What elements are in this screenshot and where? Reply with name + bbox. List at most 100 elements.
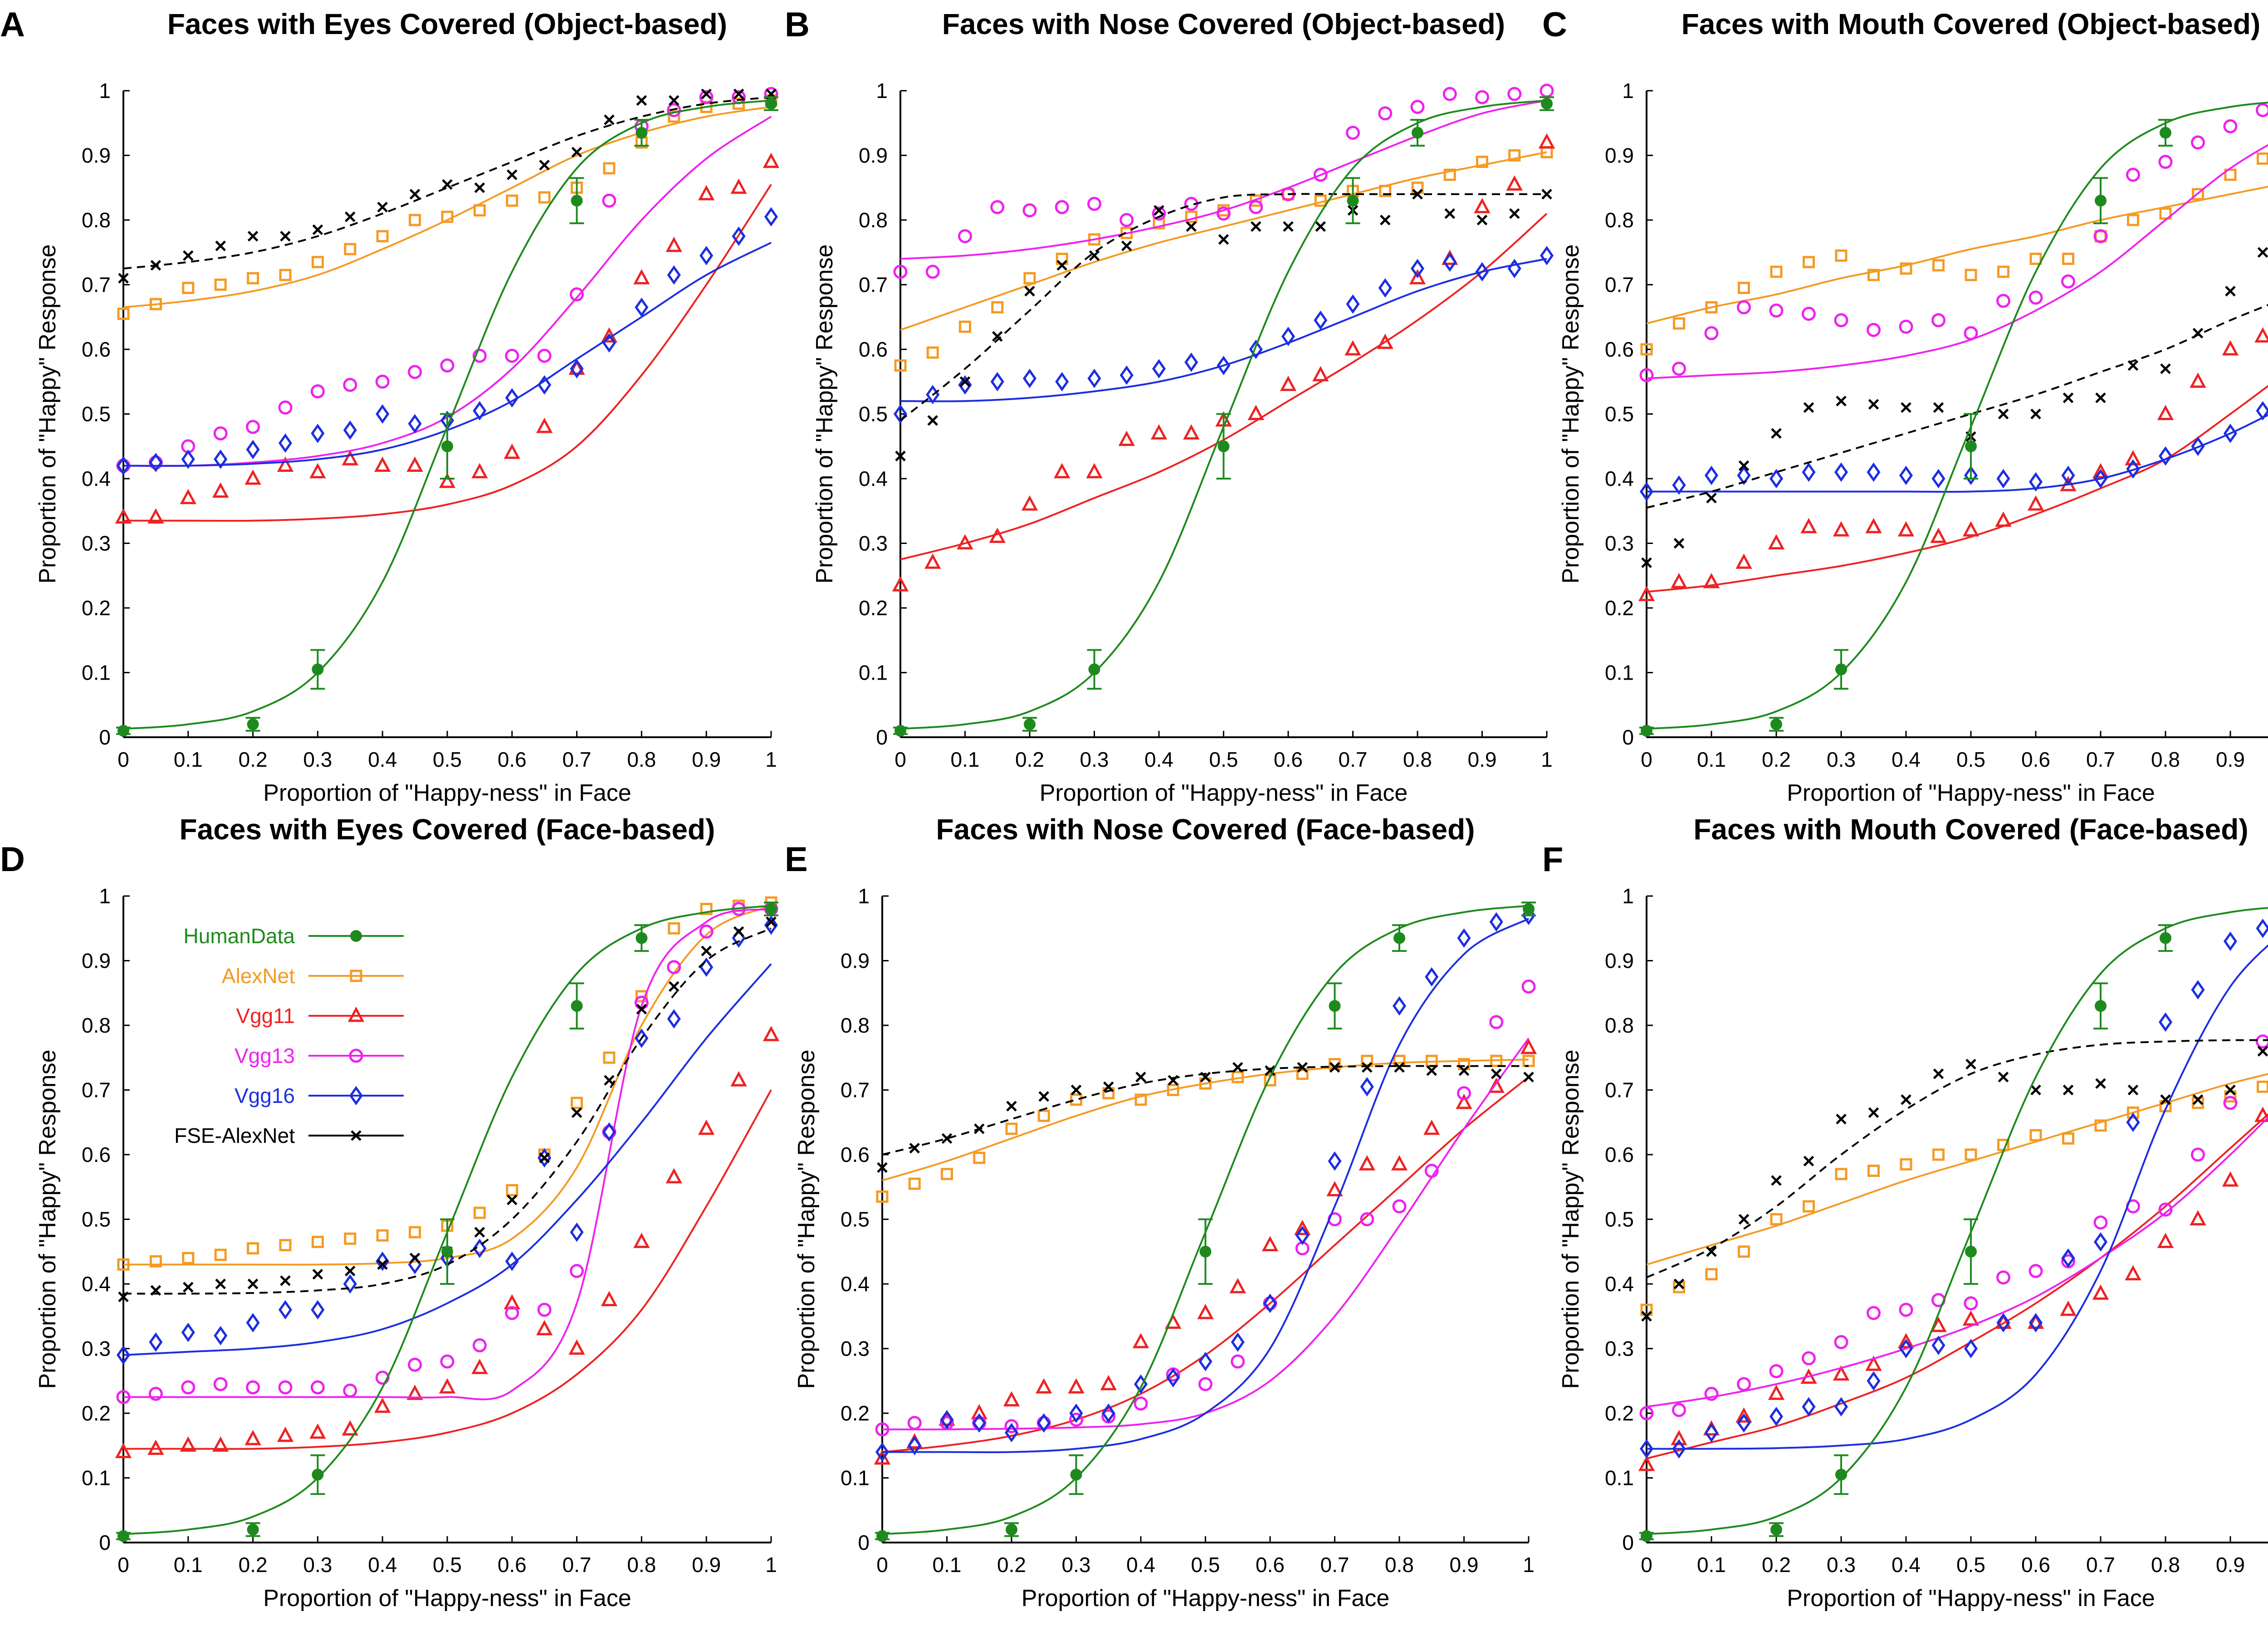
point-vgg11	[1671, 573, 1687, 588]
point-alexnet	[603, 1051, 616, 1064]
point-vgg13	[2223, 1096, 2238, 1110]
point-alexnet	[409, 214, 421, 226]
point-vgg11	[1638, 1455, 1655, 1471]
point-vgg11	[1735, 1407, 1752, 1423]
x-tick-label: 0.7	[2086, 748, 2115, 771]
point-vgg16	[1392, 996, 1407, 1016]
point-vgg13	[440, 1354, 455, 1369]
point-vgg13	[2093, 1215, 2108, 1230]
point-fse-alexnet	[701, 88, 712, 99]
point-vgg11	[1995, 1313, 2012, 1329]
y-tick-label: 0	[858, 1531, 870, 1554]
y-tick-label: 0.2	[859, 596, 888, 620]
x-tick-label: 0.1	[1697, 748, 1726, 771]
point-vgg13	[699, 924, 714, 939]
point-fse-alexnet	[377, 201, 388, 213]
point-vgg16	[1475, 262, 1489, 282]
x-tick-label: 0.2	[997, 1553, 1026, 1577]
point-fse-alexnet	[409, 189, 420, 200]
x-tick-label: 0.5	[1956, 1553, 1985, 1577]
x-tick-label: 0.8	[2151, 748, 2180, 771]
point-fse-alexnet	[280, 1275, 291, 1286]
point-vgg11	[1229, 1278, 1246, 1293]
point-humandata	[441, 1245, 453, 1258]
point-fse-alexnet	[1070, 1084, 1082, 1096]
point-alexnet	[1329, 1058, 1341, 1070]
point-vgg16	[1378, 278, 1392, 298]
point-vgg13	[1802, 307, 1816, 321]
y-tick-label: 0.1	[1605, 1466, 1634, 1490]
point-fse-alexnet	[895, 451, 906, 461]
point-alexnet	[441, 211, 454, 223]
point-fse-alexnet	[1868, 399, 1879, 410]
x-tick-label: 0.1	[174, 748, 203, 771]
x-tick-label: 0	[876, 1553, 888, 1577]
point-fse-alexnet	[2192, 328, 2204, 339]
point-alexnet	[941, 1168, 953, 1180]
point-vgg11	[406, 1384, 423, 1400]
point-vgg13	[1899, 1303, 1913, 1317]
point-vgg13	[925, 264, 940, 279]
point-humandata	[117, 1530, 129, 1542]
point-fse-alexnet	[150, 260, 161, 271]
point-alexnet	[1640, 343, 1653, 356]
y-tick-label: 0.4	[841, 1272, 870, 1296]
point-vgg13	[1410, 100, 1425, 114]
y-tick-label: 0.9	[1605, 949, 1634, 973]
point-fse-alexnet	[1250, 221, 1261, 232]
point-alexnet	[973, 1151, 986, 1164]
point-humandata	[1347, 195, 1359, 207]
point-fse-alexnet	[1412, 189, 1423, 200]
point-vgg11	[1995, 511, 2012, 527]
point-vgg13	[310, 1380, 325, 1395]
point-vgg13	[1834, 1335, 1848, 1349]
x-tick-label: 0.3	[1080, 748, 1109, 771]
point-alexnet	[279, 1239, 292, 1251]
point-fse-alexnet	[2257, 1046, 2268, 1057]
point-vgg16	[990, 372, 1004, 392]
point-alexnet	[1673, 1281, 1685, 1293]
point-vgg16	[2093, 1232, 2108, 1252]
point-vgg13	[570, 287, 584, 302]
x-tick-label: 0.5	[1191, 1553, 1220, 1577]
point-alexnet	[1522, 1054, 1535, 1067]
point-fse-alexnet	[2030, 1084, 2041, 1096]
point-vgg16	[473, 401, 487, 421]
x-tick-label: 0.7	[562, 748, 591, 771]
point-vgg13	[375, 374, 390, 389]
point-vgg13	[875, 1422, 890, 1437]
point-alexnet	[1835, 249, 1848, 262]
point-vgg13	[148, 1386, 163, 1401]
point-fse-alexnet	[2257, 247, 2268, 258]
point-vgg11	[244, 469, 261, 485]
point-vgg13	[2061, 274, 2075, 289]
point-vgg11	[2157, 405, 2174, 420]
point-vgg11	[439, 1378, 456, 1394]
point-vgg11	[2060, 1300, 2077, 1316]
point-alexnet	[603, 162, 616, 175]
y-tick-label: 0.7	[82, 1078, 111, 1102]
point-vgg11	[2027, 495, 2044, 511]
point-alexnet	[2127, 1106, 2139, 1119]
fit-line-vgg13	[900, 99, 1547, 260]
point-vgg16	[1867, 1371, 1881, 1391]
point-humandata	[1199, 1245, 1212, 1258]
point-vgg16	[908, 1435, 922, 1455]
point-alexnet	[149, 298, 162, 310]
point-humandata	[1965, 440, 1977, 452]
point-vgg16	[2191, 980, 2205, 999]
point-vgg11	[115, 1443, 132, 1458]
point-vgg16	[2158, 446, 2173, 466]
point-fse-alexnet	[571, 1107, 582, 1118]
x-tick-label: 0.3	[1827, 748, 1856, 771]
point-vgg16	[1769, 469, 1784, 489]
point-humandata	[2095, 195, 2107, 207]
point-alexnet	[117, 1258, 130, 1271]
point-humandata	[1770, 718, 1782, 730]
point-fse-alexnet	[1135, 1072, 1146, 1082]
point-alexnet	[279, 269, 292, 281]
fit-line-alexnet	[1646, 1073, 2268, 1266]
point-vgg11	[1962, 521, 1980, 537]
point-alexnet	[991, 301, 1004, 313]
fit-line-vgg16	[882, 918, 1529, 1454]
